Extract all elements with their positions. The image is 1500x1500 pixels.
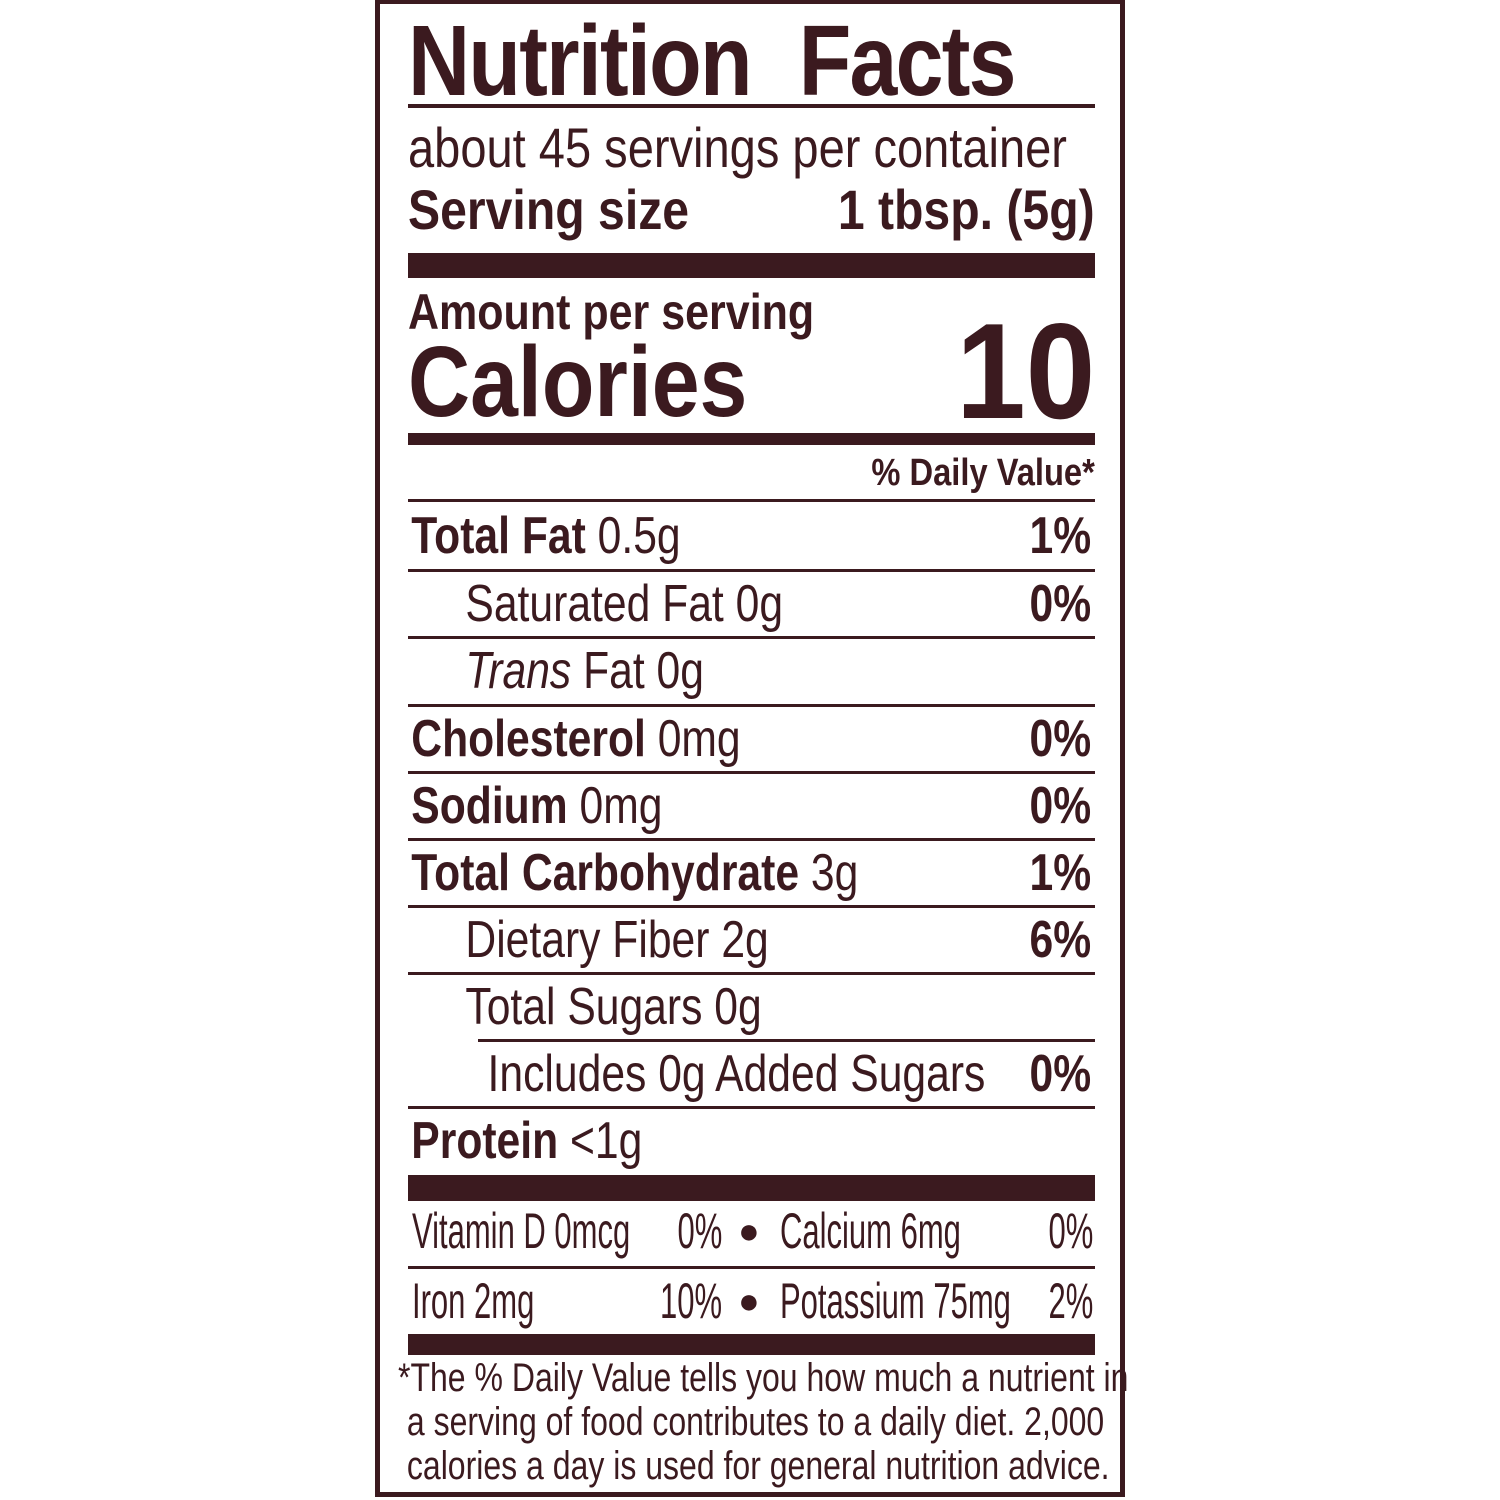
nutrient-dv: 0% — [1029, 575, 1091, 633]
nutrient-dv: 0% — [1029, 710, 1091, 768]
footnote-line: a serving of food contributes to a daily… — [398, 1400, 1105, 1444]
serving-size-value: 1 tbsp. (5g) — [838, 178, 1095, 241]
nutrient-row-trans-fat: Trans Fat 0g — [408, 638, 1095, 704]
title-text: Nutrition Facts — [408, 5, 1017, 117]
divider — [408, 1106, 1095, 1109]
thick-divider — [408, 1334, 1095, 1355]
medium-divider — [408, 433, 1095, 445]
nutrient-name: Includes 0g Added Sugars — [487, 1045, 986, 1103]
divider — [408, 905, 1095, 908]
divider — [408, 104, 1095, 108]
nutrient-amount: <1g — [570, 1112, 643, 1170]
nutrient-name: Total Carbohydrate — [411, 844, 800, 902]
nutrient-amount: 0g — [735, 575, 784, 633]
nutrient-dv: 6% — [1029, 911, 1091, 969]
divider — [478, 1039, 1095, 1042]
serving-size-label: Serving size — [408, 178, 690, 241]
amount-per-serving: Amount per serving — [408, 286, 1095, 338]
nutrient-row-total-fat: Total Fat 0.5g 1% — [408, 503, 1095, 569]
divider — [408, 1266, 1095, 1269]
nutrient-row-saturated-fat: Saturated Fat 0g 0% — [408, 571, 1095, 637]
micronutrient-dv: 10% — [659, 1273, 722, 1329]
servings-per-container: about 45 servings per container — [408, 118, 1095, 178]
calories-label: Calories — [408, 326, 748, 438]
nutrient-name: Total Fat — [411, 507, 586, 565]
divider — [408, 838, 1095, 841]
footnote-line: calories a day is used for general nutri… — [398, 1444, 1110, 1488]
nutrient-row-cholesterol: Cholesterol 0mg 0% — [408, 706, 1095, 772]
servings-text: about 45 servings per container — [408, 116, 1067, 179]
divider — [408, 972, 1095, 975]
divider — [408, 569, 1095, 572]
nutrient-amount: 0mg — [657, 710, 741, 768]
bullet-icon: ● — [738, 1280, 760, 1321]
micronutrient-name: Vitamin D 0mcg — [412, 1203, 631, 1259]
nutrient-amount: 0g — [656, 642, 704, 700]
nutrient-name: Dietary Fiber — [465, 911, 710, 969]
serving-size: Serving size 1 tbsp. (5g) — [408, 180, 1095, 240]
nutrient-name: Cholesterol — [411, 710, 646, 768]
nutrient-amount: 2g — [721, 911, 769, 969]
nutrient-name-suffix: Fat — [583, 642, 645, 700]
nutrient-row-total-sugars: Total Sugars 0g — [408, 974, 1095, 1040]
micronutrient-name: Iron 2mg — [412, 1273, 535, 1329]
nutrient-row-dietary-fiber: Dietary Fiber 2g 6% — [408, 907, 1095, 973]
divider — [408, 636, 1095, 639]
micronutrient-dv: 2% — [1048, 1273, 1093, 1329]
micronutrient-name: Potassium 75mg — [780, 1273, 1011, 1329]
footnote: *The % Daily Value tells you how much a … — [398, 1356, 1128, 1488]
daily-value-header: % Daily Value* — [408, 452, 1095, 494]
nutrient-name: Trans — [465, 642, 572, 700]
calories-value: 10 — [955, 295, 1095, 447]
divider — [408, 771, 1095, 774]
nutrient-dv: 1% — [1029, 844, 1091, 902]
amount-per-serving-text: Amount per serving — [408, 284, 815, 340]
nutrient-row-added-sugars: Includes 0g Added Sugars 0% — [408, 1041, 1095, 1107]
micronutrient-row-1: Vitamin D 0mcg 0% ● Calcium 6mg 0% — [408, 1198, 1095, 1264]
calories-row: Calories — [408, 326, 1095, 438]
nutrient-amount: 0g — [714, 978, 762, 1036]
micronutrient-name: Calcium 6mg — [780, 1203, 961, 1259]
footnote-line: *The % Daily Value tells you how much a … — [398, 1356, 1129, 1400]
nutrient-dv: 1% — [1029, 507, 1091, 565]
nutrient-dv: 0% — [1029, 777, 1091, 835]
micronutrient-row-2: Iron 2mg 10% ● Potassium 75mg 2% — [408, 1268, 1095, 1334]
nutrient-name: Sodium — [411, 777, 568, 835]
thick-divider — [408, 1175, 1095, 1201]
nutrient-amount: 0.5g — [597, 507, 681, 565]
nutrient-name: Total Sugars — [465, 978, 703, 1036]
nutrient-row-sodium: Sodium 0mg 0% — [408, 773, 1095, 839]
nutrient-row-total-carbohydrate: Total Carbohydrate 3g 1% — [408, 840, 1095, 906]
daily-value-header-text: % Daily Value* — [871, 452, 1095, 494]
thick-divider — [408, 253, 1095, 278]
micronutrient-dv: 0% — [677, 1203, 722, 1259]
divider — [408, 499, 1095, 502]
nutrient-amount: 0mg — [579, 777, 663, 835]
nutrient-row-protein: Protein <1g — [408, 1108, 1095, 1174]
nutrient-dv: 0% — [1029, 1045, 1091, 1103]
micronutrient-dv: 0% — [1048, 1203, 1093, 1259]
divider — [408, 704, 1095, 707]
nutrition-facts-title: Nutrition Facts — [408, 5, 1095, 117]
nutrient-name: Protein — [411, 1112, 559, 1170]
nutrient-name: Saturated Fat — [465, 575, 724, 633]
bullet-icon: ● — [738, 1210, 760, 1251]
nutrition-label-border — [375, 0, 1125, 1497]
calories-value-box: 10 — [408, 295, 1095, 447]
nutrient-amount: 3g — [810, 844, 859, 902]
